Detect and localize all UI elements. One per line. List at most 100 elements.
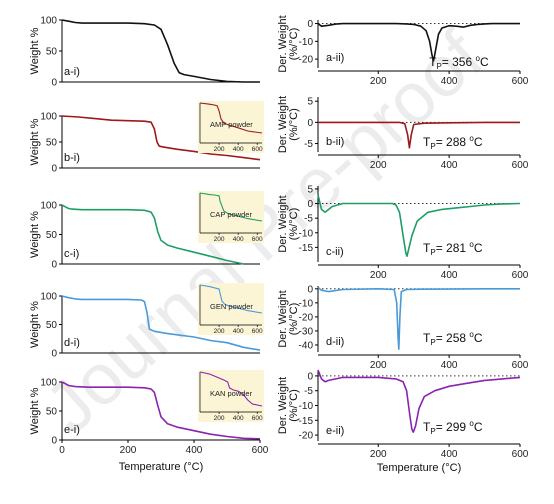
y-axis-label: Der. Weight xyxy=(277,96,289,153)
inset-background xyxy=(198,283,264,335)
inset-x-tick-label: 200 xyxy=(214,415,225,422)
x-tick-label: 400 xyxy=(441,360,458,371)
y-tick-label: 50 xyxy=(46,320,58,331)
inset-x-tick-label: 200 xyxy=(214,236,225,243)
panel-label: a-i) xyxy=(64,66,80,78)
y-axis-label: Der. Weight xyxy=(277,290,289,347)
y-tick-label: 100 xyxy=(40,16,57,27)
inset-x-tick-label: 600 xyxy=(252,236,263,243)
panel-b-ii: -5 0 5 200 400 600 Der. Weight (%/°C) b-ii) TP= 2… xyxy=(277,96,529,171)
y-axis-label: Weight % xyxy=(29,118,41,165)
inset-x-tick-label: 600 xyxy=(252,415,263,422)
inset-c-i: 200 400 600 CAP powder xyxy=(198,191,264,243)
inset-x-tick-label: 600 xyxy=(252,146,263,153)
x-tick-label: 600 xyxy=(512,360,529,371)
series-line xyxy=(317,369,521,433)
y-tick-label: 50 xyxy=(46,47,58,58)
y-axis-label: Weight % xyxy=(29,387,41,434)
y-tick-label: -40 xyxy=(299,340,314,351)
y-tick-label: 5 xyxy=(307,97,313,108)
panel-label: e-i) xyxy=(64,424,80,436)
tp-annotation: TP= 288 oC xyxy=(423,134,483,151)
x-tick-label: 0 xyxy=(59,445,65,456)
tp-annotation: TP= 356 oC xyxy=(429,54,489,71)
panel-label: c-i) xyxy=(64,248,79,260)
y-axis-label: Der. Weight xyxy=(277,377,289,434)
y-tick-label: -10 xyxy=(299,228,314,239)
y-axis-label: Der. Weight xyxy=(277,15,289,72)
y-axis-label: Weight % xyxy=(29,27,41,74)
panel-d-ii: -40 -30 -20 -10 0 200 400 600 Der. Weight (%/°C) d… xyxy=(277,284,529,371)
inset-series-line xyxy=(199,371,263,407)
series-line xyxy=(317,286,520,351)
tp-annotation: TP= 281 oC xyxy=(423,240,483,257)
x-tick-label: 200 xyxy=(120,445,137,456)
y-axis-label-unit: (%/°C) xyxy=(288,303,300,336)
x-tick-label: 600 xyxy=(512,76,529,87)
x-tick-label: 600 xyxy=(252,445,269,456)
x-axis-title: Temperature (°C) xyxy=(377,462,461,474)
y-tick-label: 100 xyxy=(40,378,57,389)
y-tick-label: 0 xyxy=(51,260,57,271)
inset-background xyxy=(198,191,264,243)
y-axis-label: Der. Weight xyxy=(277,195,289,252)
y-tick-label: -5 xyxy=(304,139,313,150)
inset-x-tick-label: 400 xyxy=(233,146,244,153)
y-tick-label: -20 xyxy=(299,55,314,66)
x-axis-title: Temperature (°C) xyxy=(119,461,203,473)
panel-c-ii: -15 -10 -5 0 5 200 400 600 Der. Weight (%/°C) c-ii… xyxy=(277,184,529,281)
y-tick-label: 0 xyxy=(307,371,313,382)
y-axis-label: Weight % xyxy=(29,301,41,348)
y-tick-label: -10 xyxy=(299,37,314,48)
inset-x-tick-label: 400 xyxy=(233,415,244,422)
panel-a-ii: -20 -10 0 200 400 600 Der. Weight (%/°C) a-ii) TP… xyxy=(277,15,529,87)
inset-background xyxy=(198,370,264,422)
y-tick-label: 0 xyxy=(307,199,313,210)
tp-annotation: TP= 258 oC xyxy=(423,330,483,347)
series-line xyxy=(61,295,261,351)
x-tick-label: 400 xyxy=(441,449,458,460)
inset-x-tick-label: 600 xyxy=(252,328,263,335)
panel-e-i: 0 50 100 0 200 400 600 Weight % e-i) 200 400 600 KAN… xyxy=(29,370,269,473)
y-tick-label: 0 xyxy=(307,19,313,30)
inset-b-i: 200 400 600 AMP powder xyxy=(198,101,264,153)
series-line xyxy=(61,115,261,161)
y-axis-label-unit: (%/°C) xyxy=(288,389,300,422)
series-line xyxy=(61,381,261,440)
panel-e-ii: -20 -15 -10 -5 0 200 400 600 Der. Weight (%/°C) e-… xyxy=(277,369,529,474)
y-tick-label: 100 xyxy=(40,292,57,303)
inset-x-tick-label: 200 xyxy=(214,146,225,153)
y-tick-label: 0 xyxy=(51,164,57,175)
inset-label: KAN powder xyxy=(210,389,253,398)
series-line xyxy=(61,204,244,265)
y-axis-label-unit: (%/°C) xyxy=(288,28,300,61)
inset-e-i: 200 400 600 KAN powder xyxy=(198,370,264,422)
inset-x-tick-label: 200 xyxy=(214,328,225,335)
x-tick-label: 400 xyxy=(441,160,458,171)
series-line xyxy=(61,19,260,83)
panel-label: d-i) xyxy=(64,337,80,349)
panel-label: b-i) xyxy=(64,152,80,164)
series-line xyxy=(317,194,521,258)
x-tick-label: 200 xyxy=(370,270,387,281)
y-tick-label: 50 xyxy=(46,138,58,149)
y-tick-label: 0 xyxy=(51,349,57,360)
inset-d-i: 200 400 600 GEN powder xyxy=(198,283,264,335)
inset-background xyxy=(198,101,264,153)
y-tick-label: 0 xyxy=(307,284,313,295)
inset-series-line xyxy=(199,284,263,314)
x-tick-label: 400 xyxy=(441,76,458,87)
x-tick-label: 600 xyxy=(512,270,529,281)
x-tick-label: 200 xyxy=(370,76,387,87)
inset-series-line xyxy=(199,102,263,134)
tp-annotation: TP= 299 oC xyxy=(423,419,483,436)
y-tick-label: -5 xyxy=(304,214,313,225)
inset-label: AMP powder xyxy=(210,120,253,129)
x-tick-label: 200 xyxy=(370,160,387,171)
